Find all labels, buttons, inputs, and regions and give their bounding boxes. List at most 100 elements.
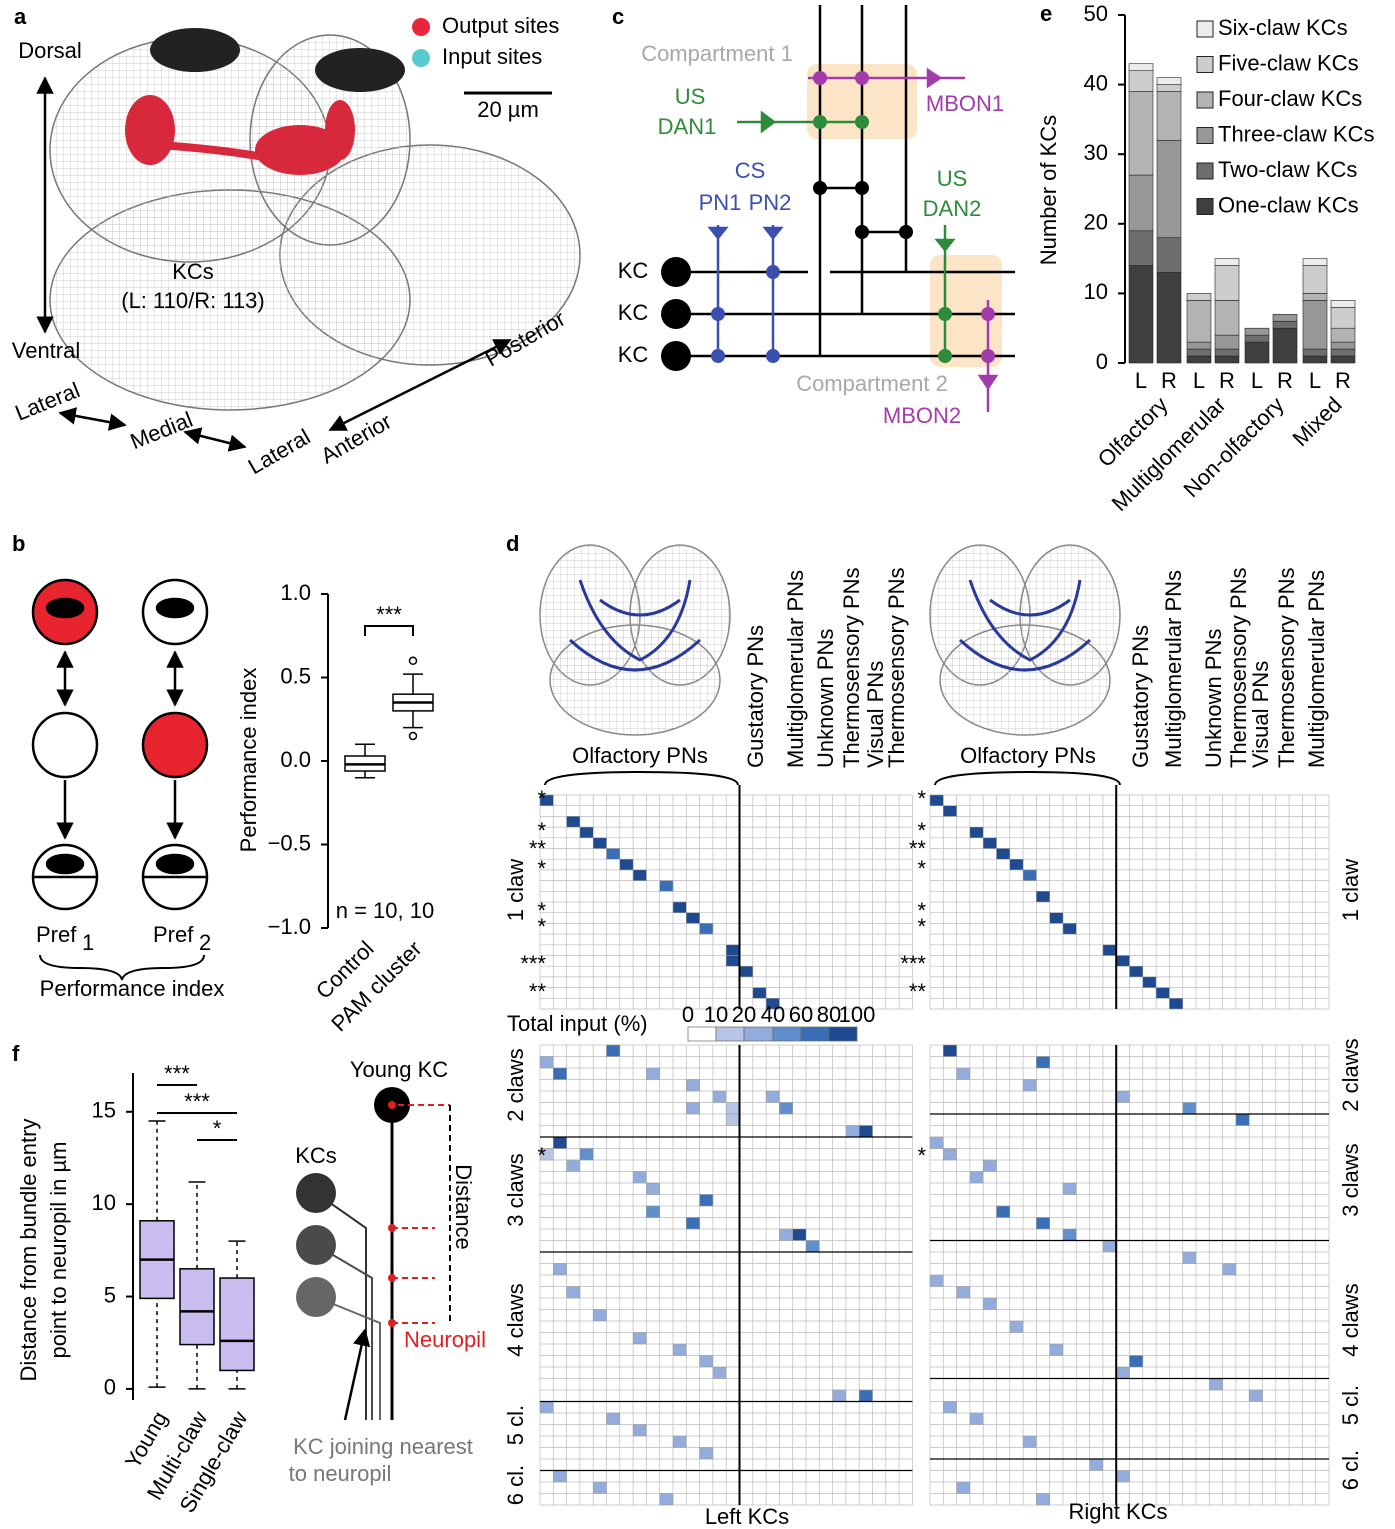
heatmap-cell: [943, 805, 957, 817]
legend-swatch: [412, 49, 430, 67]
panel-letter: d: [506, 531, 519, 556]
y-tick-label: 10: [1084, 279, 1108, 304]
label: Distance: [451, 1164, 476, 1250]
heatmap-cell: [699, 923, 714, 935]
legend-swatch: [412, 18, 430, 36]
bar-segment: [1156, 139, 1182, 239]
label: Thermosensory PNs: [1226, 567, 1251, 768]
y-tick-label: 40: [1084, 70, 1108, 95]
heatmap-cell: [659, 1493, 674, 1506]
label: Multiglomerular PNs: [1304, 570, 1329, 768]
heatmap-cell: [1036, 1217, 1050, 1230]
heatmap-cell: [1209, 1378, 1223, 1391]
heatmap-cell: [632, 1171, 647, 1184]
x-tick-label: L: [1135, 368, 1147, 393]
panel-letter: c: [612, 4, 624, 29]
label: PN1: [699, 190, 742, 215]
red-dot: [388, 1224, 396, 1232]
heatmap-cell: [969, 1171, 984, 1184]
significance: ***: [520, 951, 546, 976]
heatmap-cell: [699, 1355, 714, 1368]
heatmap-cell: [1155, 987, 1170, 999]
preference-diagram: [31, 578, 209, 981]
scale-tick-label: 40: [761, 1002, 785, 1027]
label: 3 claws: [1338, 1143, 1363, 1216]
heatmap-cell: [956, 1067, 971, 1080]
heatmap-cell: [606, 1412, 621, 1425]
circuit: [661, 5, 1015, 412]
heatmap-cell: [1115, 1366, 1130, 1379]
legend-label: Two-claw KCs: [1218, 157, 1357, 182]
heatmap-cell: [858, 1125, 873, 1138]
legend-swatch: [1196, 198, 1214, 215]
pn-brains: [539, 544, 1121, 736]
label: DAN1: [658, 114, 717, 139]
heatmap-cell: [632, 869, 647, 881]
significance: *: [917, 856, 926, 881]
bar-segment: [1128, 265, 1154, 364]
heatmap-cell: [553, 1263, 567, 1276]
axis-arrows: [36, 76, 512, 452]
significance: *: [917, 914, 926, 939]
heatmap-cell: [619, 858, 634, 871]
y-tick-label: 0: [1096, 349, 1108, 374]
label: 6 cl.: [1338, 1450, 1363, 1490]
heatmap-cell: [686, 1079, 700, 1092]
heatmap-cell: [765, 1090, 780, 1103]
heatmap-cell: [553, 1470, 567, 1483]
y-axis-title: Performance index: [236, 668, 261, 853]
heatmap-cell: [982, 1297, 997, 1310]
x-tick-label: L: [1193, 368, 1205, 393]
outlier: [408, 731, 418, 741]
y-tick-label: 5: [104, 1282, 116, 1307]
bar-segment: [1156, 237, 1182, 273]
bar-segment: [1302, 348, 1328, 357]
label: MBON2: [883, 403, 961, 428]
label: 4 claws: [503, 1283, 528, 1356]
scale-swatch: [828, 1026, 858, 1042]
red-dot: [388, 1101, 396, 1109]
label: 3 claws: [503, 1153, 528, 1226]
significance: *: [917, 1143, 926, 1168]
bar-segment: [1302, 293, 1328, 301]
heatmap-cell: [672, 901, 687, 913]
bar-segment: [1156, 272, 1182, 364]
heatmap-cell: [956, 1286, 971, 1299]
heatmap-cell: [1142, 976, 1157, 988]
significance: **: [909, 836, 927, 861]
label: Multiglomerular PNs: [1161, 570, 1186, 768]
arrow: [343, 1328, 371, 1421]
heatmap-cell: [1009, 1320, 1024, 1333]
heatmap-cell: [646, 1182, 660, 1195]
label: 5 cl.: [503, 1405, 528, 1445]
bar-segment: [1302, 265, 1328, 294]
bar-segment: [1214, 265, 1240, 301]
significance: *: [213, 1116, 222, 1141]
heatmap-cell: [1009, 858, 1024, 871]
heatmap-cell: [929, 1274, 944, 1287]
significance: ***: [900, 951, 926, 976]
label: 1 claw: [1338, 859, 1363, 921]
label: Thermosensory PNs: [839, 567, 864, 768]
bar-segment: [1244, 327, 1270, 336]
heatmap-cell: [956, 1481, 971, 1494]
bar-segment: [1272, 327, 1298, 364]
label: KC joining nearest: [293, 1434, 473, 1459]
scale-tick-label: 100: [839, 1002, 876, 1027]
y-axis-title: Distance from bundle entry: [16, 1119, 41, 1382]
heatmap-cell: [606, 848, 621, 860]
heatmap-cell: [646, 1205, 660, 1218]
significance: ***: [184, 1089, 210, 1114]
heatmap-cell: [996, 1205, 1011, 1218]
heatmap-cell: [805, 1240, 820, 1253]
significance: *: [917, 786, 926, 811]
heatmap-cell: [792, 1228, 807, 1241]
label: Compartment 2: [796, 371, 948, 396]
significance-bracket: [364, 625, 414, 636]
heatmap-cell: [1115, 1090, 1130, 1103]
heatmap-cell: [553, 1067, 567, 1080]
heatmap-cell: [1115, 955, 1130, 967]
y-tick-label: −1.0: [268, 914, 311, 939]
kc-axon: [315, 1296, 381, 1420]
